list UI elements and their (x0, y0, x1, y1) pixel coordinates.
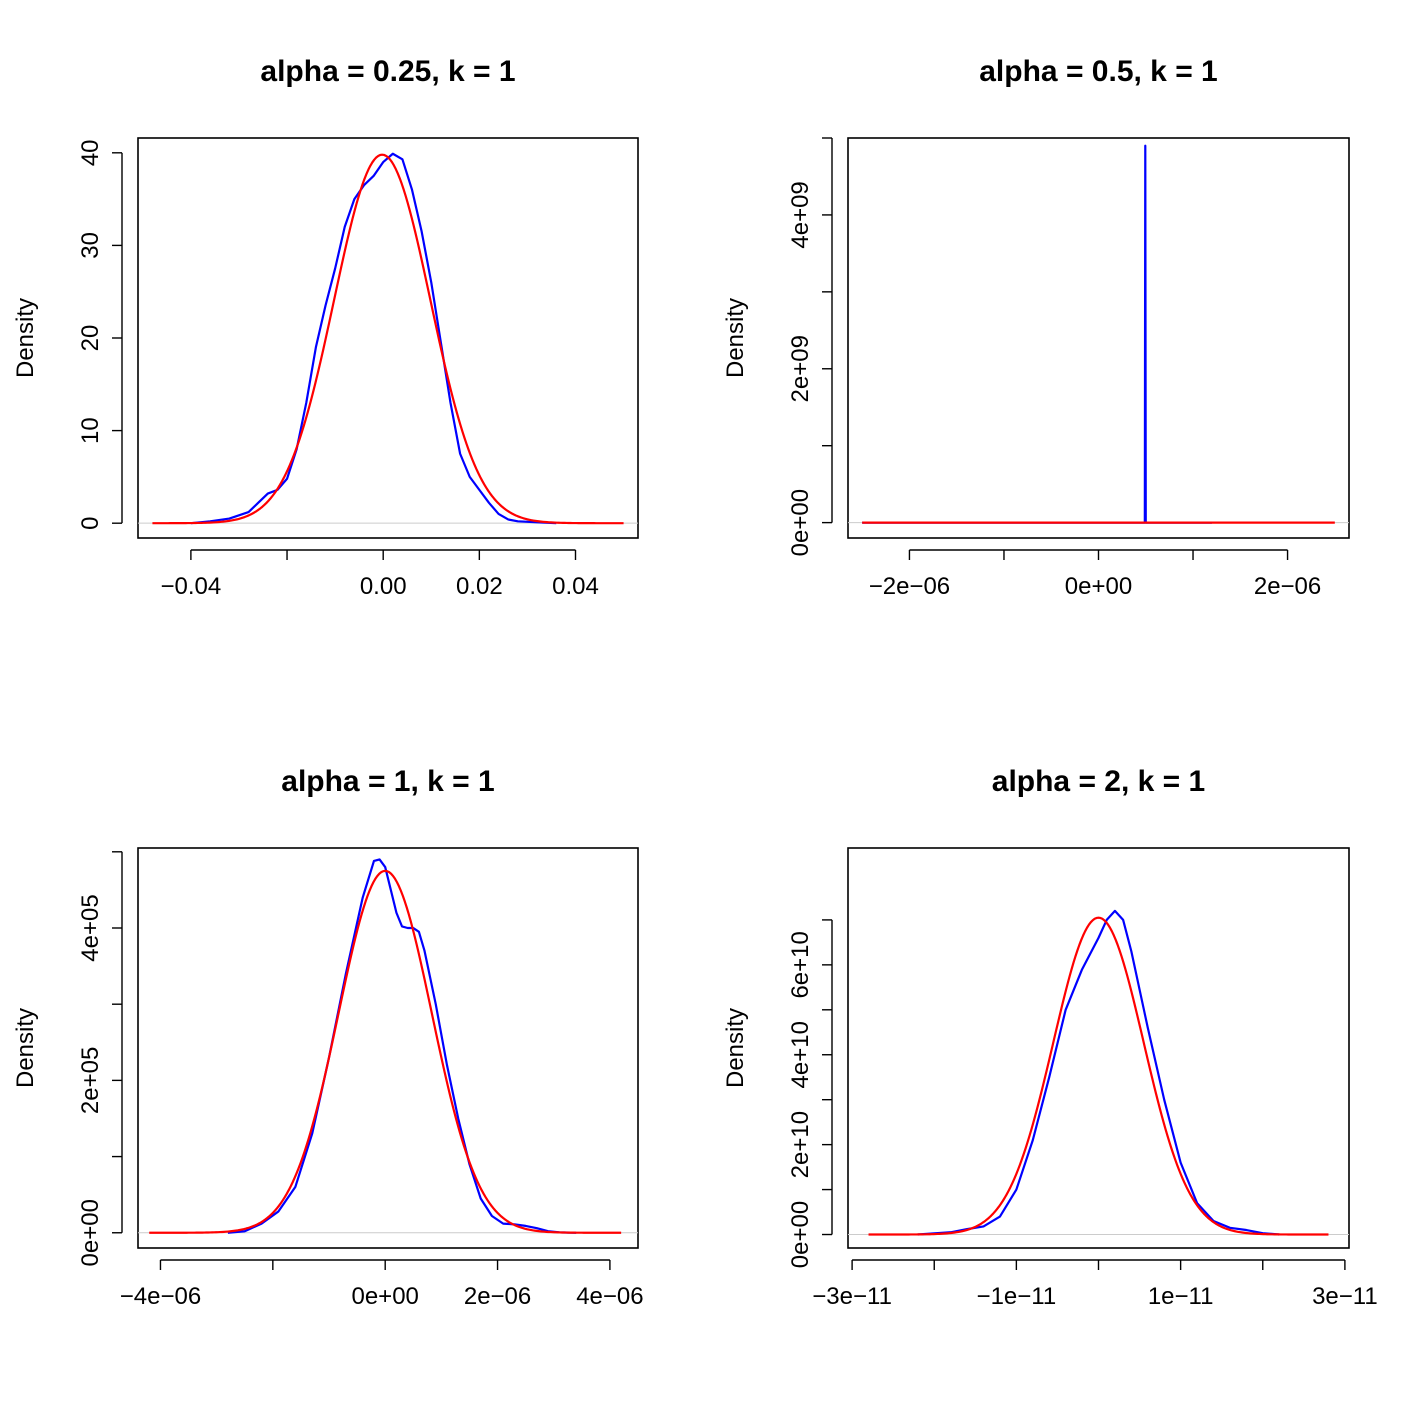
series-line-blue (227, 858, 577, 1234)
y-tick-label: 20 (77, 325, 104, 352)
x-tick-label: 0e+00 (351, 1283, 418, 1310)
plot-area: −4e−06 0e+00 2e−06 4e−06 0e+00 2e+05 4e+05 (77, 847, 644, 1310)
panel-title: alpha = 2, k = 1 (992, 765, 1205, 798)
plot-area: −0.04 0.00 0.02 0.04 0 10 20 30 40 (77, 137, 639, 600)
y-tick-label: 0e+00 (787, 489, 814, 556)
panel-title: alpha = 0.25, k = 1 (260, 55, 515, 88)
x-tick-label: 2e−06 (1254, 573, 1321, 600)
x-tick-label: 4e−06 (576, 1283, 643, 1310)
panel-title: alpha = 1, k = 1 (281, 765, 494, 798)
y-tick-label: 0e+00 (77, 1199, 104, 1266)
x-tick-label: −1e−11 (977, 1283, 1057, 1310)
y-axis-label: Density (722, 1008, 749, 1088)
panel-4: alpha = 2, k = 1 Density −3e−11 −1e−11 1e−… (722, 765, 1378, 1310)
x-tick-label: 0.02 (456, 573, 503, 600)
y-tick-label: 2e+09 (787, 335, 814, 402)
y-axis-label: Density (722, 298, 749, 378)
plot-area: −3e−11 −1e−11 1e−11 3e−11 0e+00 2e+10 4e+10 6e+… (787, 847, 1378, 1310)
y-tick-label: 40 (77, 139, 104, 166)
series-line-red (868, 916, 1329, 1236)
x-tick-label: 3e−11 (1312, 1283, 1378, 1310)
x-tick-label: 2e−06 (464, 1283, 531, 1310)
y-tick-label: 10 (77, 417, 104, 444)
y-tick-label: 0e+00 (787, 1201, 814, 1268)
series-line-red (152, 153, 624, 525)
plot-frame (137, 137, 639, 539)
y-tick-label: 4e+09 (787, 181, 814, 248)
y-tick-label: 30 (77, 232, 104, 259)
series-line-blue (190, 152, 557, 525)
x-tick-label: −0.04 (161, 573, 222, 600)
plot-frame (847, 137, 1350, 539)
x-tick-label: 0e+00 (1065, 573, 1132, 600)
panel-2: alpha = 0.5, k = 1 Density −2e−06 0e+00 2e… (722, 55, 1350, 600)
series-line-blue (917, 909, 1280, 1236)
plot-frame (847, 847, 1350, 1249)
panel-title: alpha = 0.5, k = 1 (979, 55, 1217, 88)
plot-frame (137, 847, 639, 1249)
panel-3: alpha = 1, k = 1 Density −4e−06 0e+00 2e−0… (12, 765, 644, 1310)
y-tick-label: 2e+10 (787, 1111, 814, 1178)
y-tick-label: 6e+10 (787, 931, 814, 998)
x-tick-label: 1e−11 (1148, 1283, 1214, 1310)
y-tick-label: 4e+05 (77, 894, 104, 961)
plot-area: −2e−06 0e+00 2e−06 0e+00 2e+09 4e+09 (787, 137, 1350, 600)
y-axis-label: Density (12, 298, 39, 378)
panel-1: alpha = 0.25, k = 1 Density −0.04 0.00 0.0… (12, 55, 639, 600)
x-tick-label: 0.00 (360, 573, 407, 600)
y-axis-label: Density (12, 1008, 39, 1088)
series-line-blue (862, 144, 1212, 524)
x-tick-label: −2e−06 (869, 573, 950, 600)
x-tick-label: −3e−11 (812, 1283, 892, 1310)
x-tick-label: 0.04 (552, 573, 599, 600)
y-tick-label: 0 (77, 517, 104, 530)
series-line-red (149, 869, 622, 1234)
y-tick-label: 2e+05 (77, 1047, 104, 1114)
y-tick-label: 4e+10 (787, 1021, 814, 1088)
x-tick-label: −4e−06 (120, 1283, 201, 1310)
